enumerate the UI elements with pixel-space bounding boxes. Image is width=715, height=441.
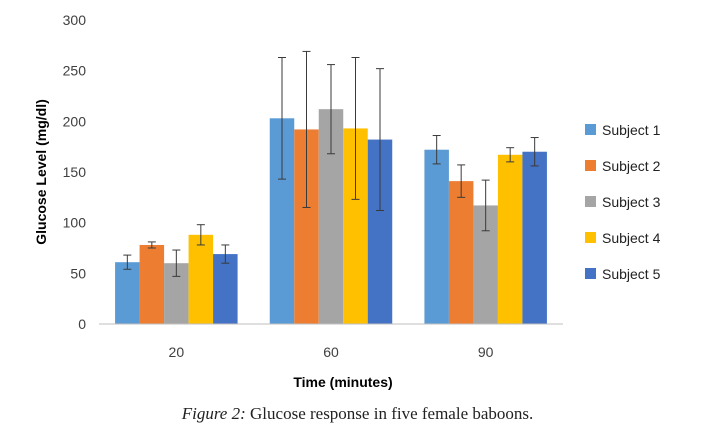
x-tick-label: 20 [169, 344, 185, 360]
error-bar [351, 56, 360, 200]
bar [497, 154, 523, 324]
y-axis-ticks: 0 50 100 150 200 250 300 [63, 12, 87, 332]
error-bar [432, 135, 441, 165]
bar [188, 234, 214, 324]
error-bar [457, 164, 466, 198]
bar [448, 181, 474, 324]
error-bar [221, 244, 230, 264]
error-bar [327, 64, 335, 155]
legend-item: Subject 5 [585, 266, 661, 282]
y-tick-label: 50 [70, 265, 86, 281]
legend-item: Subject 4 [585, 230, 661, 246]
x-tick-label: 60 [323, 344, 339, 360]
error-bar [172, 249, 181, 277]
x-axis-ticks: 20 60 90 [169, 344, 494, 360]
error-bar [123, 254, 132, 270]
legend-label: Subject 4 [602, 230, 661, 246]
y-tick-label: 250 [63, 63, 87, 79]
legend-item: Subject 1 [585, 122, 661, 138]
legend-item: Subject 2 [585, 158, 661, 174]
legend-label: Subject 1 [602, 122, 661, 138]
y-tick-label: 150 [63, 164, 87, 180]
legend-label: Subject 2 [602, 158, 661, 174]
error-bar [147, 241, 156, 249]
caption-text: Glucose response in five female baboons. [245, 404, 534, 423]
error-bar [376, 68, 384, 212]
figure-caption: Figure 2: Glucose response in five femal… [0, 404, 715, 424]
legend-swatch [585, 124, 596, 135]
legend-swatch [585, 232, 596, 243]
y-tick-label: 300 [63, 12, 87, 28]
bar [424, 149, 449, 324]
error-bar [196, 224, 205, 246]
error-bar [302, 50, 311, 208]
y-tick-label: 200 [63, 113, 87, 129]
error-bar [481, 179, 490, 232]
x-axis-title: Time (minutes) [293, 374, 392, 390]
bar [522, 151, 547, 324]
glucose-bar-chart: 0 50 100 150 200 250 300 20 60 90 Glucose Level … [33, 12, 661, 390]
x-tick-label: 90 [478, 344, 494, 360]
caption-lead: Figure 2: [181, 404, 246, 423]
error-bar [506, 147, 515, 163]
y-tick-label: 100 [63, 215, 87, 231]
bar [139, 244, 165, 324]
legend-swatch [585, 160, 596, 171]
bar [115, 262, 140, 324]
error-bar [278, 56, 286, 180]
bar-series [115, 109, 547, 324]
y-axis-title: Glucose Level (mg/dl) [33, 99, 49, 244]
legend-swatch [585, 268, 596, 279]
legend-label: Subject 3 [602, 194, 661, 210]
bar [213, 254, 238, 324]
legend-swatch [585, 196, 596, 207]
error-bars [123, 50, 539, 277]
error-bar [530, 137, 539, 167]
legend-item: Subject 3 [585, 194, 661, 210]
y-tick-label: 0 [78, 316, 86, 332]
legend-label: Subject 5 [602, 266, 661, 282]
legend: Subject 1 Subject 2 Subject 3 Subject 4 Subj… [585, 122, 661, 282]
